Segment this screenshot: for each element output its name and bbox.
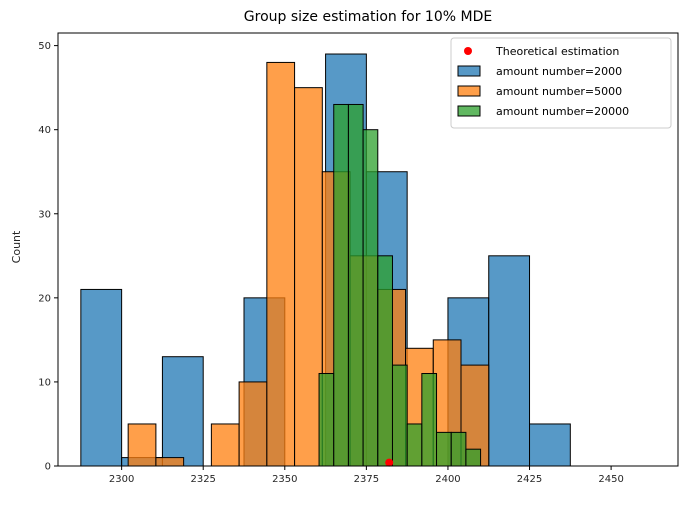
chart-title: Group size estimation for 10% MDE — [244, 9, 492, 25]
legend-marker-0 — [464, 47, 472, 55]
bar-s1-6 — [294, 87, 323, 467]
x-tick-label-3: 2375 — [354, 474, 379, 485]
x-tick-label-6: 2450 — [598, 474, 623, 485]
x-tick-label-1: 2325 — [190, 474, 215, 485]
axes-layer: 2300 2325 2350 2375 2400 2425 2450 0 10 20 30 40 50 — [38, 32, 679, 485]
legend-label-2: amount number=5000 — [496, 85, 622, 98]
y-tick-label-4: 40 — [38, 125, 51, 136]
y-tick-label-5: 50 — [38, 41, 51, 52]
y-tick-label-1: 10 — [38, 377, 51, 388]
bar-s0-0 — [80, 288, 123, 467]
bar-s2-8 — [436, 431, 452, 467]
bar-s2-0 — [318, 373, 335, 467]
bar-s0-10 — [488, 255, 531, 467]
legend-label-0: Theoretical estimation — [495, 45, 619, 58]
bar-s2-10 — [465, 448, 482, 467]
x-tick-label-4: 2400 — [435, 474, 460, 485]
bar-s0-11 — [529, 423, 571, 467]
bar-s2-7 — [421, 373, 438, 467]
bar-s2-2 — [347, 103, 364, 467]
x-tick-label-2: 2350 — [272, 474, 297, 485]
y-tick-label-3: 30 — [38, 209, 51, 220]
y-tick-label-0: 0 — [45, 462, 51, 473]
bar-s1-3 — [210, 423, 240, 467]
legend-patch-1 — [457, 65, 481, 77]
legend-box — [450, 37, 672, 129]
bar-s2-3 — [362, 129, 379, 467]
x-tick-label-5: 2425 — [517, 474, 542, 485]
points-layer — [385, 458, 394, 467]
bars-layer — [80, 53, 571, 467]
bar-s1-4 — [238, 381, 268, 467]
legend-label-3: amount number=20000 — [496, 105, 629, 118]
bar-s2-9 — [450, 431, 467, 467]
legend-label-1: amount number=2000 — [496, 65, 622, 78]
point-0 — [385, 458, 394, 467]
bar-s1-1 — [155, 457, 185, 467]
bar-s2-6 — [406, 423, 423, 467]
legend-patch-3 — [457, 105, 481, 117]
y-axis-label: Count — [10, 230, 23, 263]
bar-s1-5 — [266, 61, 296, 467]
bar-s1-0 — [127, 423, 157, 467]
bar-s0-2 — [161, 356, 204, 467]
x-tick-label-0: 2300 — [109, 474, 134, 485]
legend-patch-2 — [457, 85, 481, 97]
legend: Theoretical estimation amount number=2000… — [450, 37, 672, 129]
bar-s2-1 — [333, 103, 349, 467]
bar-s2-4 — [377, 255, 393, 467]
plot-frame — [57, 32, 679, 467]
y-tick-label-2: 20 — [38, 293, 51, 304]
bar-s2-5 — [391, 364, 408, 467]
